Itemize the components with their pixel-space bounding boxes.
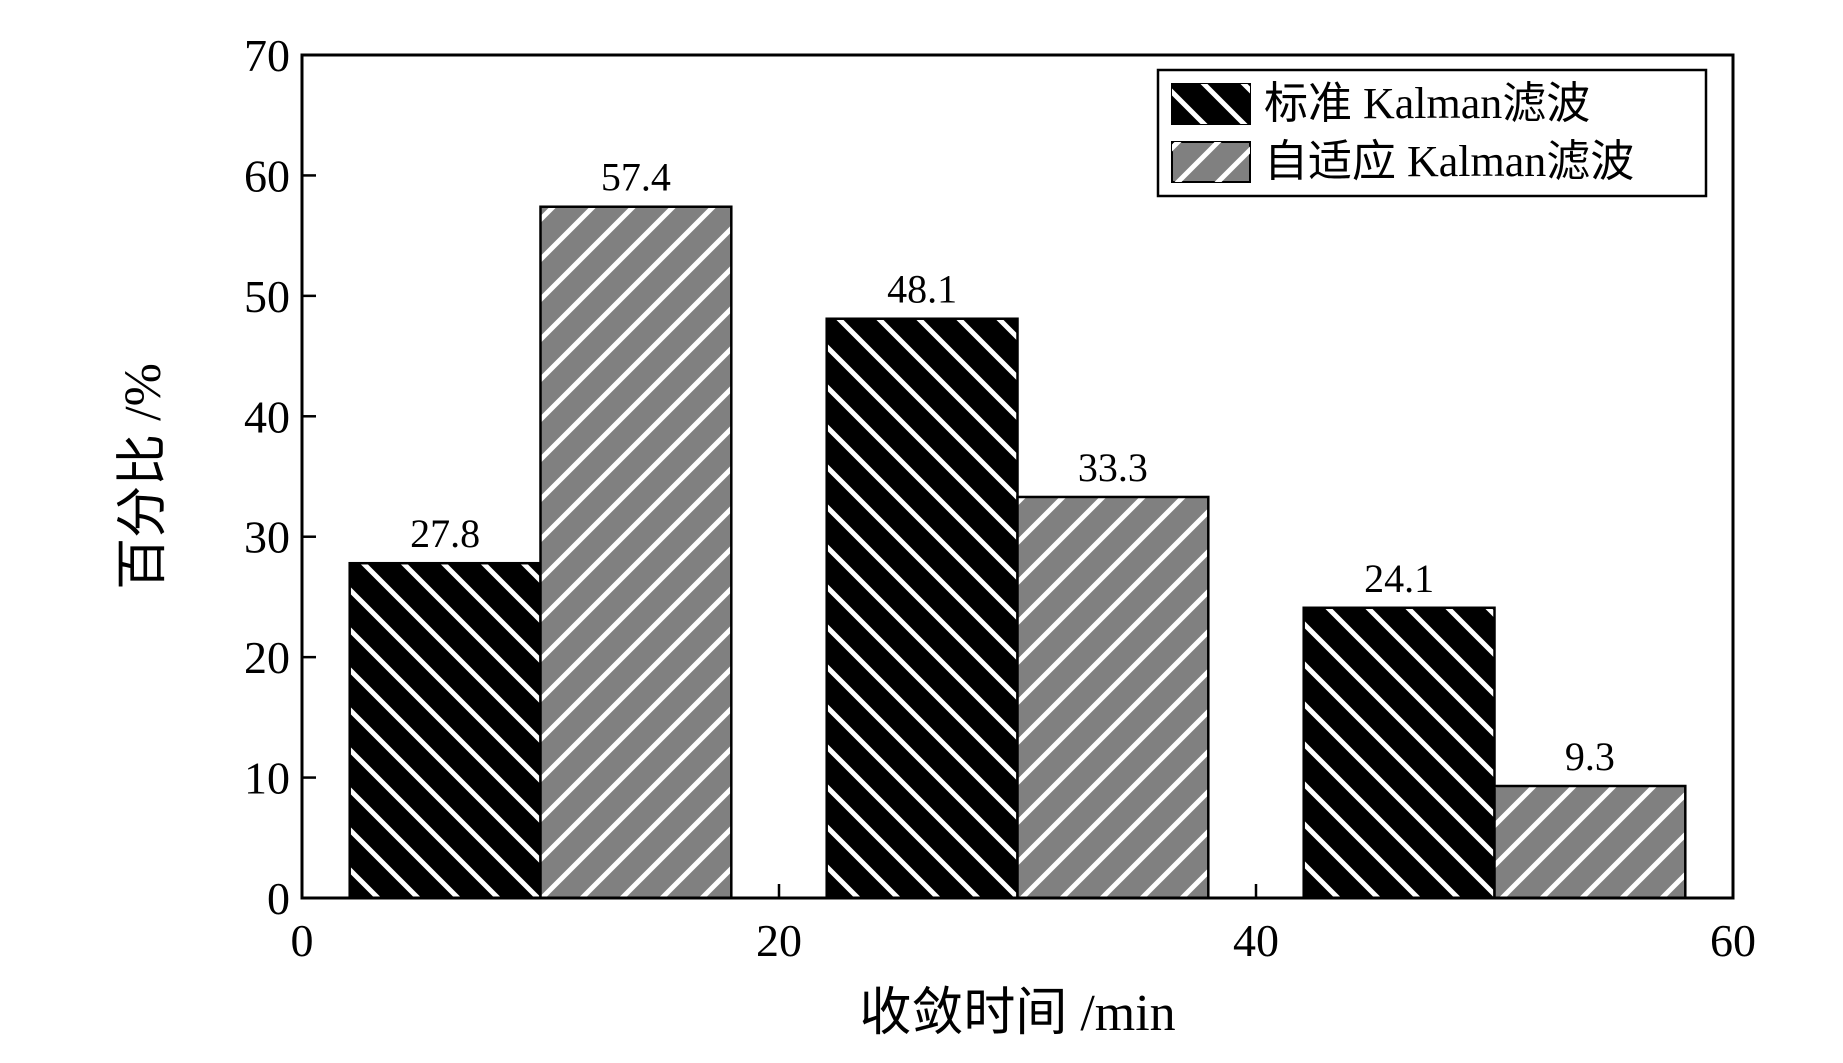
x-tick-label: 60: [1710, 915, 1756, 966]
legend-swatch-hatch: [1172, 84, 1250, 124]
data-label: 27.8: [410, 511, 480, 556]
plot-area-frame: [300, 53, 1735, 900]
bar-1-2: [1493, 784, 1687, 900]
bar-1-0: [539, 205, 733, 900]
bar-0-0: [348, 561, 542, 900]
y-tick-label: 70: [244, 30, 290, 81]
x-axis-title: 收敛时间 /min: [859, 985, 1175, 1042]
bar-hatch: [1493, 784, 1687, 900]
ticks-layer: 0 10 20 30 40 50 60 70 0 20 40 60: [244, 30, 1756, 966]
legend: 标准 Kalman滤波 自适应 Kalman滤波: [1156, 68, 1708, 198]
data-labels-layer: 27.8 48.1 24.1 57.4 33.3 9.3: [410, 155, 1615, 779]
bar-hatch: [825, 317, 1019, 900]
legend-label-standard: 标准 Kalman滤波: [1264, 79, 1590, 128]
y-tick-label: 10: [244, 753, 290, 804]
bar-0-2: [1302, 606, 1496, 900]
data-label: 48.1: [887, 267, 957, 312]
x-tick-label: 20: [756, 915, 802, 966]
y-tick-label: 30: [244, 512, 290, 563]
legend-label-adaptive: 自适应 Kalman滤波: [1264, 137, 1634, 186]
bar-0-1: [825, 317, 1019, 900]
bar-hatch: [1302, 606, 1496, 900]
y-tick-label: 60: [244, 150, 290, 201]
y-tick-label: 50: [244, 271, 290, 322]
legend-entry-adaptive: 自适应 Kalman滤波: [1171, 137, 1634, 186]
data-label: 33.3: [1078, 445, 1148, 490]
legend-entry-standard: 标准 Kalman滤波: [1171, 79, 1590, 128]
bar-hatch: [539, 205, 733, 900]
y-tick-label: 40: [244, 391, 290, 442]
x-tick-label: 0: [291, 915, 314, 966]
y-tick-label: 20: [244, 632, 290, 683]
y-tick-label: 0: [267, 873, 290, 924]
y-axis-title: 百分比 /%: [115, 363, 172, 590]
bar-1-1: [1016, 495, 1210, 900]
bar-hatch: [348, 561, 542, 900]
data-label: 24.1: [1364, 556, 1434, 601]
bar-hatch: [1016, 495, 1210, 900]
bars-layer: [348, 205, 1687, 900]
legend-swatch-hatch: [1172, 142, 1250, 182]
x-tick-label: 40: [1233, 915, 1279, 966]
data-label: 9.3: [1565, 734, 1615, 779]
data-label: 57.4: [601, 155, 671, 200]
